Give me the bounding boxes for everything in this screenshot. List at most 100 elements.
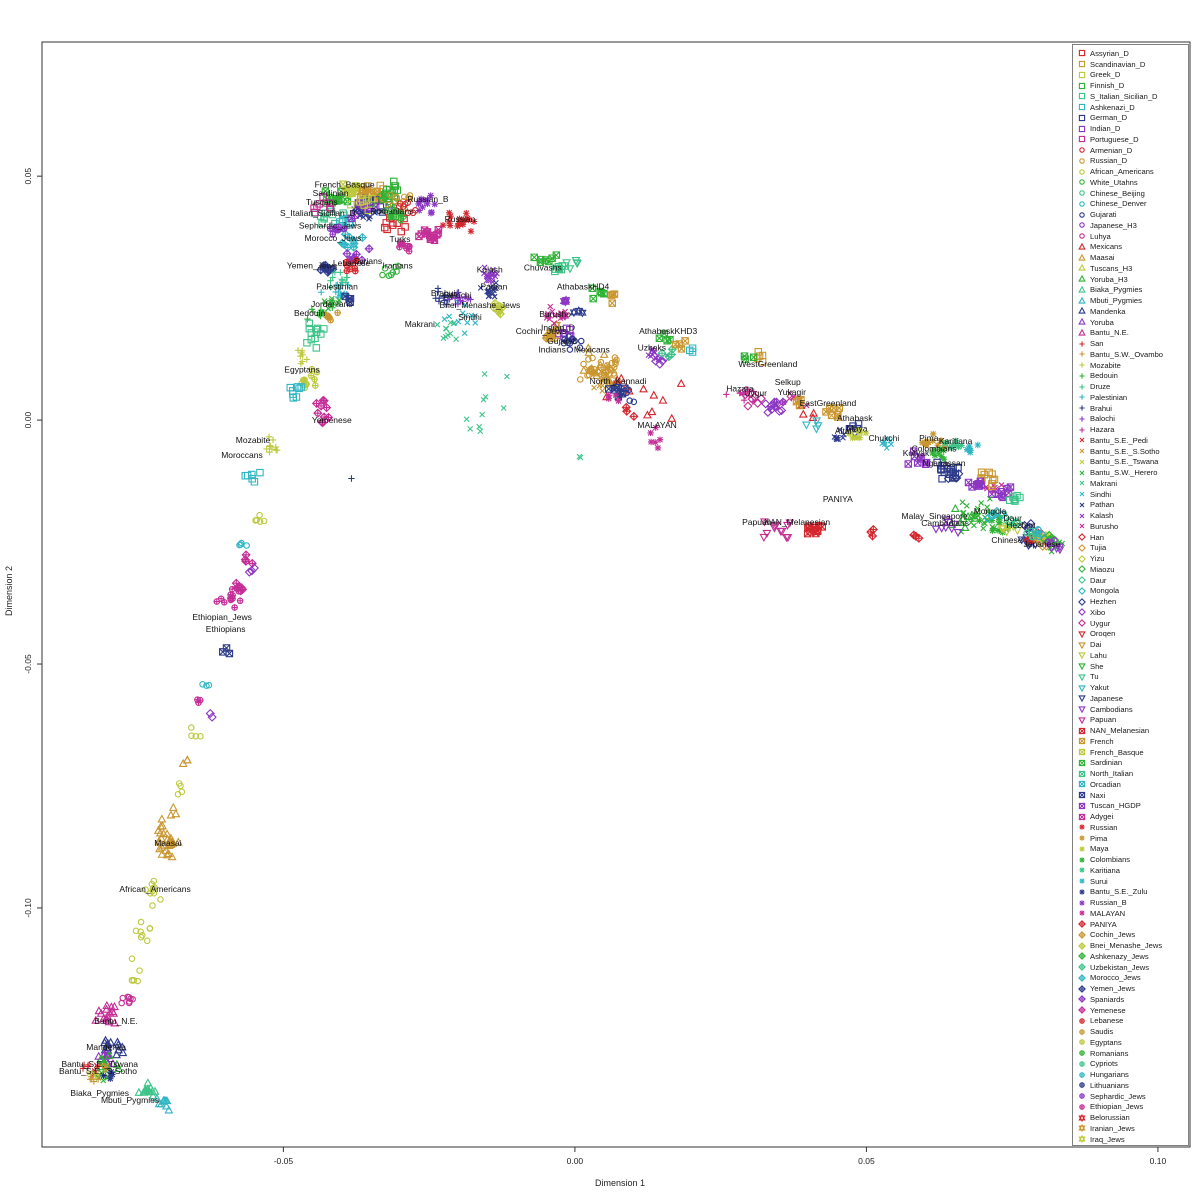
legend-label: Chinese_Beijing	[1090, 188, 1145, 198]
x-symbol-icon	[1079, 523, 1085, 529]
legend-label: Uygur	[1090, 618, 1111, 628]
di-symbol-icon	[1078, 576, 1086, 585]
svg-text:Bantu_S.E._Tswana: Bantu_S.E._Tswana	[61, 1059, 138, 1069]
legend-item: Kalash	[1077, 510, 1188, 521]
sq-symbol-icon	[1078, 93, 1086, 100]
tr-symbol-icon	[1078, 285, 1086, 293]
legend-item: Mongola	[1077, 586, 1188, 597]
legend-label: Romanians	[1090, 1048, 1129, 1058]
svg-text:Cambodians: Cambodians	[921, 518, 969, 528]
svg-text:African_Americans: African_Americans	[119, 884, 190, 894]
td-symbol-icon	[1078, 706, 1086, 714]
legend-item: Hazara	[1077, 424, 1188, 435]
legend-item: French	[1077, 736, 1188, 747]
legend-label: Palestinian	[1090, 392, 1128, 402]
sq-symbol-icon	[1078, 82, 1086, 89]
svg-text:Mongola: Mongola	[974, 506, 1007, 516]
legend-item: Palestinian	[1077, 392, 1188, 403]
svg-text:French_Basque: French_Basque	[315, 179, 375, 189]
legend-label: Cypriots	[1090, 1059, 1118, 1069]
svg-text:Brahui: Brahui	[431, 288, 456, 298]
sx-symbol-icon	[1078, 781, 1086, 788]
legend-item: Yizu	[1077, 553, 1188, 564]
svg-text:Maasai: Maasai	[154, 838, 182, 848]
pl-symbol-icon	[1079, 427, 1085, 433]
dp-symbol-icon	[1078, 984, 1086, 993]
svg-text:Tuscans: Tuscans	[306, 197, 338, 207]
legend-item: Makrani	[1077, 478, 1188, 489]
legend-label: Maya	[1090, 844, 1109, 854]
svg-text:Mexicans: Mexicans	[574, 344, 610, 354]
legend-item: African_Americans	[1077, 166, 1188, 177]
legend-label: San	[1090, 339, 1104, 349]
legend-label: Miaozu	[1090, 564, 1115, 574]
legend-item: Burusho	[1077, 521, 1188, 532]
legend-label: Druze	[1090, 382, 1111, 392]
legend-item: Papuan	[1077, 715, 1188, 726]
legend-label: White_Utahns	[1090, 177, 1138, 187]
legend-item: Han	[1077, 532, 1188, 543]
legend-label: German_D	[1090, 113, 1128, 123]
svg-text:Turks: Turks	[390, 234, 411, 244]
svg-text:Romanians: Romanians	[370, 206, 413, 216]
legend-label: Bantu_S.E._Pedi	[1090, 435, 1148, 445]
dp-symbol-icon	[1078, 941, 1086, 950]
legend-item: Gujarati	[1077, 209, 1188, 220]
tr-symbol-icon	[1078, 317, 1086, 325]
legend-item: Saudis	[1077, 1026, 1188, 1037]
legend-item: Spaniards	[1077, 994, 1188, 1005]
legend-label: Mbuti_Pygmies	[1090, 296, 1142, 306]
legend-item: Egyptans	[1077, 1037, 1188, 1048]
legend-label: Pathan	[1090, 500, 1115, 510]
legend-label: Armenian_D	[1090, 145, 1133, 155]
svg-text:Sephardic_Jews: Sephardic_Jews	[299, 220, 361, 230]
legend-item: Chinese_Beijing	[1077, 188, 1188, 199]
legend-label: Mozabite	[1090, 360, 1121, 370]
td-symbol-icon	[1078, 717, 1086, 725]
axis-ticks: -0.05 0.00 0.05 0.10 0.05 0.00 -0.05 -0.10	[23, 168, 1166, 1166]
svg-text:Sardinian: Sardinian	[313, 188, 349, 198]
di-symbol-icon	[1078, 533, 1086, 542]
legend-item: Yoruba	[1077, 317, 1188, 328]
legend-label: Tuscans_H3	[1090, 263, 1133, 273]
td-symbol-icon	[1078, 631, 1086, 639]
ci-symbol-icon	[1079, 147, 1085, 153]
legend-label: S_Italian_Sicilian_D	[1090, 91, 1158, 101]
td-symbol-icon	[1078, 684, 1086, 692]
cluster-labels: French_BasqueSardinianTuscansS_Italian_S…	[59, 179, 1061, 1105]
svg-text:Bedouin: Bedouin	[294, 308, 325, 318]
legend-label: Balochi	[1090, 414, 1115, 424]
legend-item: PANIYA	[1077, 919, 1188, 930]
svg-text:0.05: 0.05	[23, 168, 33, 185]
legend-item: Tuscans_H3	[1077, 263, 1188, 274]
svg-text:Uzbeks: Uzbeks	[638, 342, 666, 352]
legend-item: Cypriots	[1077, 1059, 1188, 1070]
legend-item: Assyrian_D	[1077, 48, 1188, 59]
legend-label: Han	[1090, 532, 1104, 542]
sx-symbol-icon	[1078, 738, 1086, 745]
legend-item: Uygur	[1077, 618, 1188, 629]
s6-symbol-icon	[1078, 1124, 1086, 1133]
legend-item: Bantu_S.E._Tswana	[1077, 457, 1188, 468]
legend-label: Iranian_Jews	[1090, 1123, 1135, 1133]
legend-label: Brahui	[1090, 403, 1112, 413]
legend-item: Mbuti_Pygmies	[1077, 295, 1188, 306]
legend-item: German_D	[1077, 113, 1188, 124]
cp-symbol-icon	[1079, 1050, 1085, 1056]
svg-text:Yemen_Jews: Yemen_Jews	[287, 260, 337, 270]
cp-symbol-icon	[1079, 1039, 1085, 1046]
ci-symbol-icon	[1079, 211, 1085, 218]
legend-label: Spaniards	[1090, 994, 1125, 1004]
as-symbol-icon	[1079, 846, 1085, 852]
svg-text:AthabaskKHD3: AthabaskKHD3	[639, 326, 697, 336]
pl-symbol-icon	[1079, 394, 1085, 400]
tr-symbol-icon	[1078, 264, 1086, 272]
cp-symbol-icon	[1079, 1093, 1085, 1099]
as-symbol-icon	[1079, 900, 1085, 906]
legend-label: Makrani	[1090, 478, 1118, 488]
svg-text:North_Kannadi: North_Kannadi	[590, 376, 647, 386]
legend-label: Tujia	[1090, 543, 1107, 553]
legend-label: North_Italian	[1090, 769, 1134, 779]
legend-label: Luhya	[1090, 231, 1111, 241]
svg-text:0.00: 0.00	[23, 412, 33, 429]
